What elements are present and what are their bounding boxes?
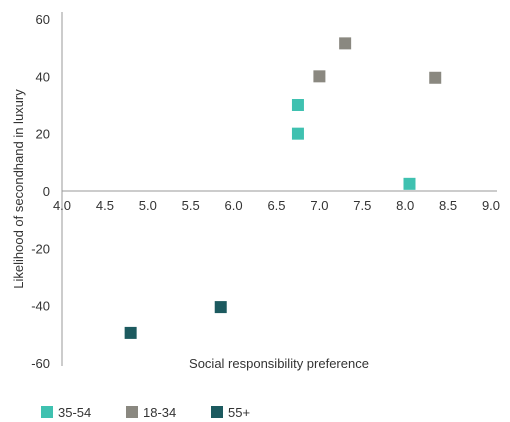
x-tick-label: 5.0 <box>139 198 157 213</box>
legend-swatch <box>41 406 53 418</box>
y-tick-label: 20 <box>36 127 50 142</box>
x-tick-label: 9.0 <box>482 198 500 213</box>
legend-swatch <box>211 406 223 418</box>
y-tick-label: 40 <box>36 69 50 84</box>
y-tick-label: 60 <box>36 12 50 27</box>
x-tick-label: 8.5 <box>439 198 457 213</box>
x-tick-label: 6.5 <box>267 198 285 213</box>
y-axis-title: Likelihood of secondhand in luxury <box>11 89 26 289</box>
legend-label: 55+ <box>228 405 250 420</box>
legend: 35-54 18-34 55+ <box>41 405 250 420</box>
x-tick-label: 5.5 <box>182 198 200 213</box>
y-tick-label: -60 <box>31 356 50 371</box>
data-point <box>291 99 304 111</box>
axes <box>61 12 497 366</box>
x-tick-label: 7.5 <box>353 198 371 213</box>
x-tick-label: 4.0 <box>53 198 71 213</box>
data-points <box>124 37 442 339</box>
data-point <box>429 71 442 84</box>
x-tick-label: 4.5 <box>96 198 114 213</box>
x-axis-title: Social responsibility preference <box>189 356 369 371</box>
legend-label: 18-34 <box>143 405 176 420</box>
data-point <box>124 326 137 339</box>
y-tick-label: -20 <box>31 241 50 256</box>
data-point <box>214 301 227 314</box>
x-tick-label: 6.0 <box>225 198 243 213</box>
data-point <box>313 70 326 83</box>
x-tick-label: 8.0 <box>396 198 414 213</box>
x-tick-label: 7.0 <box>310 198 328 213</box>
data-point <box>339 37 352 50</box>
legend-swatch <box>126 406 138 418</box>
y-tick-label: -40 <box>31 299 50 314</box>
data-point <box>403 177 416 190</box>
y-tick-label: 0 <box>43 184 50 199</box>
legend-label: 35-54 <box>58 405 91 420</box>
tick-labels: 4.0 4.5 5.0 5.5 6.0 6.5 7.0 7.5 8.0 8.5 9.0 60 40 20 0… <box>31 12 500 371</box>
data-point <box>291 127 304 140</box>
